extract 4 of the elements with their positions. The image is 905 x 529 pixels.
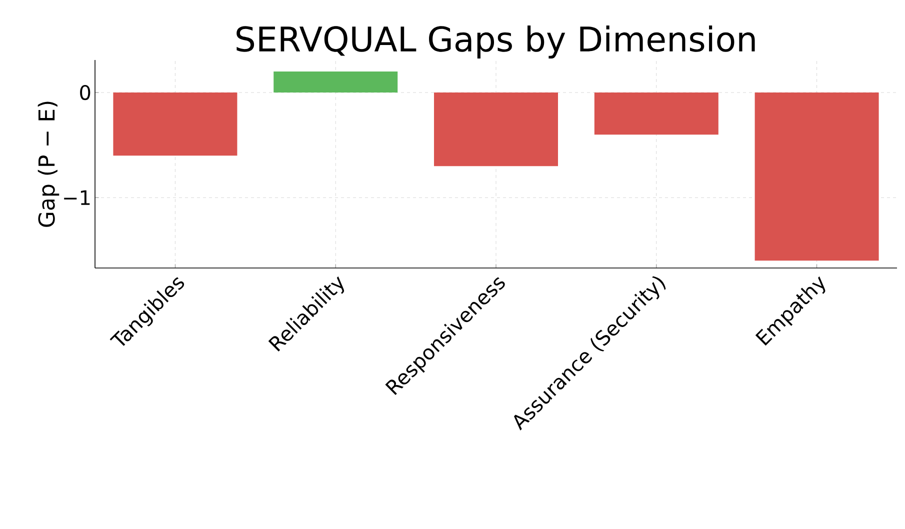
y-axis-title: Gap (P − E) xyxy=(38,102,60,227)
chart-title: SERVQUAL Gaps by Dimension xyxy=(236,26,755,58)
y-tick-label: 0 xyxy=(80,85,90,100)
y-tick-label: −1 xyxy=(64,190,90,205)
